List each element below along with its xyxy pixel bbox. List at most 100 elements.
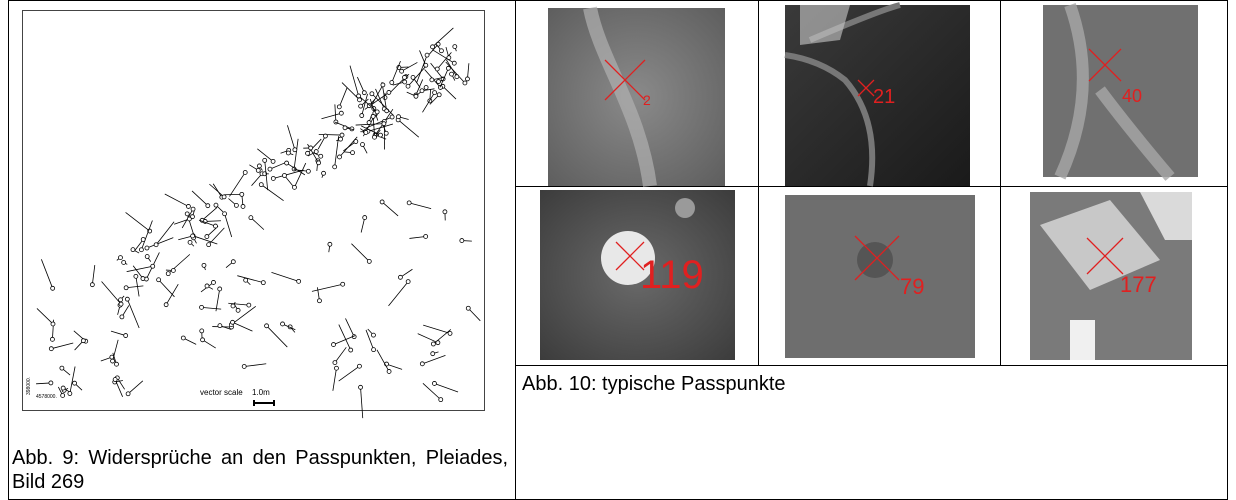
point-label: 40: [1122, 86, 1142, 106]
vector: [51, 342, 74, 350]
vector: [192, 235, 218, 245]
vector: [257, 148, 274, 162]
vector-point: [190, 233, 196, 239]
vector-point: [200, 337, 205, 343]
vector-point: [241, 364, 247, 369]
vector-point: [413, 93, 419, 99]
vector-point: [180, 335, 186, 341]
vector: [36, 382, 51, 385]
vector: [125, 212, 150, 232]
figure-10-caption: Abb. 10: typische Passpunkte: [522, 373, 786, 395]
vector: [198, 219, 216, 227]
vector-point: [316, 160, 321, 166]
vector-point: [363, 130, 369, 135]
vector-point: [205, 203, 211, 209]
vector: [401, 62, 418, 72]
vector-point: [133, 273, 139, 279]
vector: [155, 221, 175, 245]
vector-point: [235, 307, 241, 313]
vector-point: [432, 381, 437, 386]
point-label: 79: [900, 274, 924, 299]
vector-point: [451, 60, 457, 66]
vector-point: [340, 281, 346, 287]
vector: [357, 76, 365, 93]
vector-point: [187, 239, 193, 245]
y-coordinate: 398000.: [26, 377, 32, 395]
vector-point: [371, 347, 376, 353]
vector: [409, 236, 426, 239]
vector: [416, 55, 428, 84]
vector: [359, 96, 378, 113]
vector: [146, 237, 174, 249]
vector-point: [419, 88, 425, 94]
vector: [91, 265, 96, 285]
vector: [360, 217, 366, 233]
vector-point: [432, 90, 437, 95]
vector: [407, 66, 426, 87]
scale-bar: [253, 400, 275, 406]
vector-point: [435, 340, 441, 346]
vector-point: [139, 247, 144, 253]
vector-point: [358, 103, 364, 109]
vector-point: [332, 360, 338, 366]
vector-point: [267, 166, 273, 172]
vector-point: [383, 130, 389, 136]
vector-point: [438, 397, 444, 403]
vector: [386, 363, 403, 370]
cross-marker: [1088, 48, 1122, 82]
vector-point: [186, 204, 191, 209]
vector-point: [381, 121, 387, 127]
cross-marker: [604, 59, 646, 101]
vector-point: [423, 62, 429, 68]
vector-point: [204, 283, 210, 289]
vector-point: [72, 380, 77, 386]
vector-point: [112, 377, 118, 382]
vector: [41, 259, 54, 289]
vector-point: [465, 76, 470, 82]
vector: [132, 265, 144, 279]
patch-images: [540, 2, 1198, 360]
vector: [165, 283, 179, 305]
vector-point: [356, 93, 362, 99]
vector-point: [323, 133, 328, 139]
vector-point: [262, 157, 268, 163]
vector-point: [140, 276, 146, 281]
vector: [126, 285, 144, 289]
vector: [432, 49, 455, 64]
vector: [158, 279, 175, 298]
vector-point: [430, 44, 435, 50]
vector-point: [337, 154, 342, 160]
vector: [400, 268, 413, 278]
vector: [467, 307, 481, 322]
vector: [205, 220, 221, 222]
vector-point: [199, 328, 205, 334]
cross-marker: [854, 235, 900, 281]
vector: [224, 213, 233, 238]
vector: [127, 380, 144, 395]
vector: [355, 123, 384, 126]
vector-point: [399, 68, 405, 74]
vector-point: [282, 173, 287, 178]
vector-point: [318, 153, 324, 159]
vector-point: [442, 209, 448, 215]
vector: [286, 162, 306, 176]
vector-point: [423, 85, 429, 90]
vector: [366, 116, 393, 129]
vector-point: [366, 259, 372, 264]
vector-point: [305, 150, 310, 156]
vector-point: [222, 211, 227, 217]
vector: [250, 217, 265, 230]
vector: [244, 363, 267, 367]
vector: [338, 324, 352, 351]
vector-point: [118, 255, 123, 261]
vector-point: [163, 302, 169, 308]
vector-point: [243, 277, 249, 283]
vector-point: [380, 82, 386, 88]
patch-image: [548, 8, 725, 186]
vector: [201, 306, 222, 310]
vector-point: [419, 361, 425, 367]
vector-point: [436, 79, 441, 84]
vector-point: [150, 263, 156, 269]
vector-point: [313, 149, 319, 154]
